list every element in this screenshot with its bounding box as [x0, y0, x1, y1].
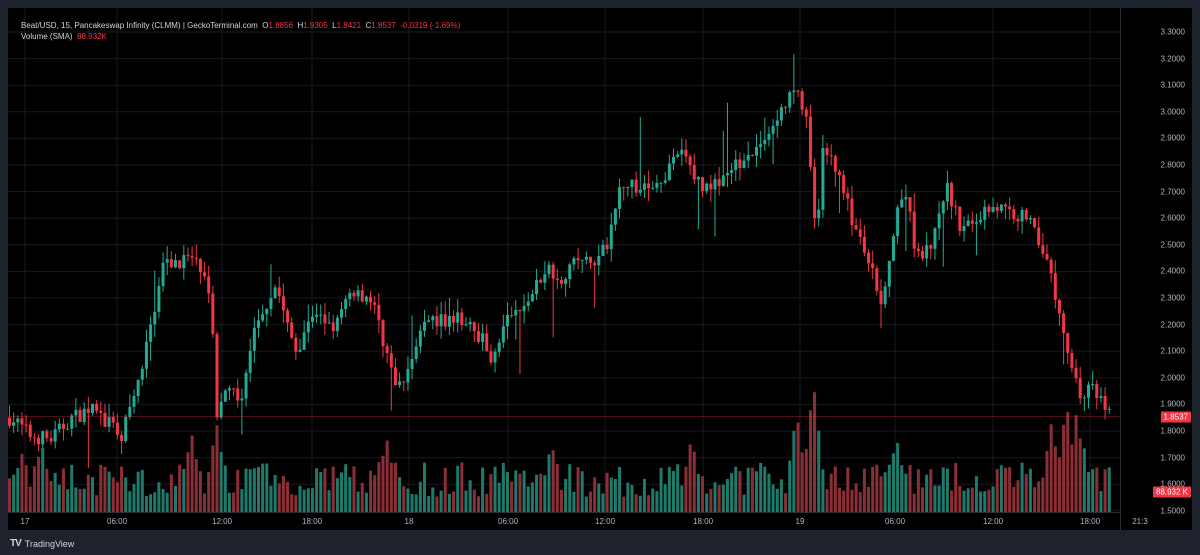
candlestick-chart[interactable]: [8, 8, 1120, 512]
price-tick: 1.8000: [1160, 426, 1185, 436]
price-tick: 1.7000: [1160, 453, 1185, 463]
change-value: -0.0319 (-1.69%): [400, 21, 461, 30]
time-tick: 06:00: [107, 517, 128, 526]
time-tick: 19: [795, 517, 805, 526]
price-tick: 1.9000: [1160, 399, 1185, 409]
high-value: 1.9305: [303, 21, 328, 30]
time-tick: 18: [404, 517, 414, 526]
price-tick: 2.3000: [1160, 293, 1185, 303]
price-tick: 2.8000: [1160, 160, 1185, 170]
volume-value: 88.932K: [77, 32, 107, 41]
volume-tag: 88.932 K: [1152, 486, 1191, 498]
time-tick: 17: [20, 517, 30, 526]
symbol-row: Beat/USD, 15, Pancakeswap Infinity (CLMM…: [21, 21, 461, 30]
price-tick: 2.1000: [1160, 346, 1185, 356]
time-tick: 12:00: [595, 517, 616, 526]
last-price-tag: 1.8537: [1160, 411, 1191, 423]
open-value: 1.8856: [268, 21, 293, 30]
price-tick: 2.9000: [1160, 133, 1185, 143]
price-tick: 2.2000: [1160, 320, 1185, 330]
price-tick: 3.1000: [1160, 80, 1185, 90]
price-tick: 2.7000: [1160, 187, 1185, 197]
price-tick: 1.5000: [1160, 506, 1185, 516]
price-tick: 1.6000: [1160, 479, 1185, 489]
price-tick: 3.3000: [1160, 27, 1185, 37]
price-tick: 3.0000: [1160, 107, 1185, 117]
legend: Beat/USD, 15, Pancakeswap Infinity (CLMM…: [21, 20, 460, 42]
time-tick: 06:00: [498, 517, 519, 526]
symbol-title[interactable]: Beat/USD, 15, Pancakeswap Infinity (CLMM…: [21, 21, 258, 30]
plot-area[interactable]: [8, 8, 1120, 512]
price-tick: 2.6000: [1160, 213, 1185, 223]
price-tick: 3.2000: [1160, 54, 1185, 64]
footer: TV TradingView: [10, 538, 74, 549]
volume-label[interactable]: Volume (SMA): [21, 32, 73, 41]
brand-label[interactable]: TradingView: [24, 538, 75, 549]
price-axis[interactable]: 3.3000 3.2000 3.1000 3.0000 2.9000 2.8000 2.70…: [1120, 8, 1192, 530]
time-tick: 18:00: [693, 517, 714, 526]
price-tick: 2.5000: [1160, 240, 1185, 250]
close-value: 1.8537: [371, 21, 396, 30]
low-value: 1.8421: [336, 21, 362, 30]
price-tick: 2.4000: [1160, 266, 1185, 276]
tradingview-logo-icon[interactable]: TV: [10, 538, 22, 549]
time-tick: 18:00: [302, 517, 323, 526]
price-tick: 2.0000: [1160, 373, 1185, 383]
time-tick: 06:00: [885, 517, 906, 526]
time-tick: 12:00: [983, 517, 1004, 526]
chart-pane[interactable]: Beat/USD, 15, Pancakeswap Infinity (CLMM…: [8, 8, 1192, 530]
time-tick: 18:00: [1080, 517, 1101, 526]
time-tick: 12:00: [212, 517, 233, 526]
volume-row: Volume (SMA) 88.932K: [21, 31, 460, 42]
time-tick: 21:3: [1132, 517, 1148, 526]
time-axis[interactable]: 17 06:00 12:00 18:00 18 06:00 12:00 18:00 19 06:0…: [8, 512, 1148, 530]
